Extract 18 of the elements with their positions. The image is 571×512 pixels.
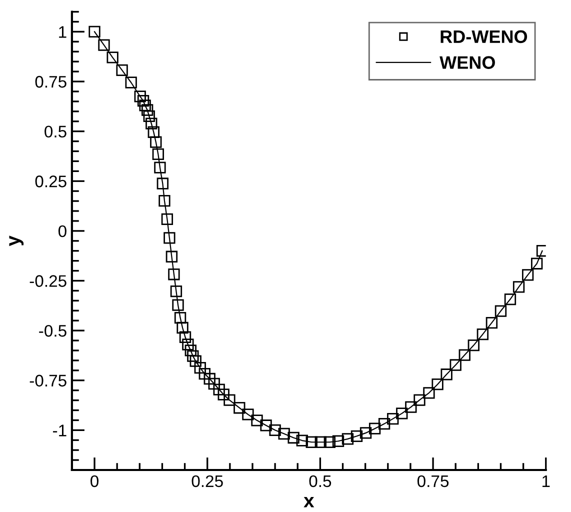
x-tick-label: 1 [542,475,550,487]
y-tick-label: 0.5 [44,126,66,138]
legend-label: WENO [440,56,495,69]
x-tick-label: 0 [90,475,98,488]
y-tick-label: -1 [53,424,66,436]
y-tick-label: 1 [59,26,66,38]
x-tick-label: 0.75 [417,475,449,488]
y-tick-label: 0.75 [35,76,66,88]
y-tick-label: 0.25 [35,176,66,188]
y-tick-label: 0 [58,225,66,238]
y-tick-label: -0.75 [30,374,66,387]
x-tick-label: 0.25 [192,475,223,488]
y-tick-label: -0.25 [30,275,66,287]
y-axis-title: y [9,236,24,246]
x-tick-label: 0.5 [309,475,332,488]
x-axis-title: x [304,497,314,508]
y-tick-label: -0.5 [39,324,66,337]
legend-label: RD-WENO [440,30,528,44]
